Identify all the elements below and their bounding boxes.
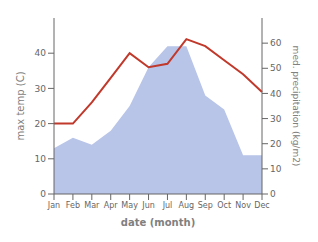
svg-text:20: 20 [35,119,47,129]
svg-text:Sep: Sep [198,201,213,210]
svg-text:20: 20 [270,139,282,149]
svg-text:50: 50 [270,63,282,73]
svg-text:60: 60 [270,38,282,48]
svg-text:10: 10 [35,154,47,164]
svg-text:Jun: Jun [141,201,155,210]
svg-text:max temp (C): max temp (C) [15,71,26,140]
svg-text:May: May [121,201,138,210]
svg-text:0: 0 [270,189,276,199]
svg-text:med. precipitation (kg/m2): med. precipitation (kg/m2) [291,46,301,167]
svg-text:date (month): date (month) [121,217,195,228]
svg-text:Oct: Oct [217,201,231,210]
svg-text:Apr: Apr [104,201,119,210]
svg-text:Nov: Nov [235,201,251,210]
svg-text:30: 30 [35,84,47,94]
svg-text:Aug: Aug [179,201,195,210]
svg-text:10: 10 [270,164,282,174]
svg-text:Feb: Feb [66,201,80,210]
svg-text:Dec: Dec [254,201,269,210]
svg-text:40: 40 [270,89,282,99]
svg-text:Jul: Jul [162,201,173,210]
svg-text:Mar: Mar [84,201,100,210]
svg-text:30: 30 [270,114,282,124]
svg-text:40: 40 [35,48,47,58]
svg-text:Jan: Jan [47,201,60,210]
svg-text:0: 0 [40,189,46,199]
